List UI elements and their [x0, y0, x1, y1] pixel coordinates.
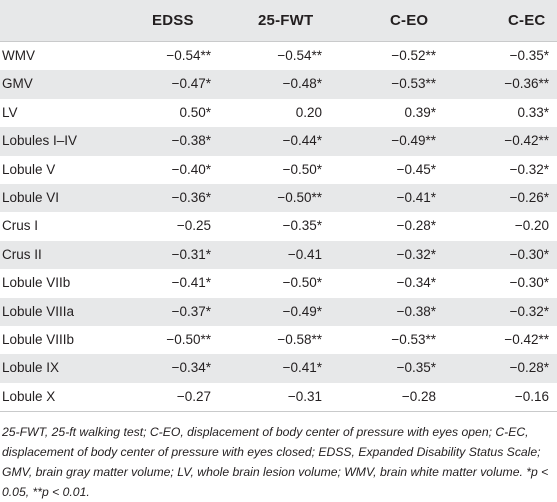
table-cell: −0.36*	[171, 189, 211, 205]
row-label: GMV	[2, 76, 33, 92]
table-cell: −0.54**	[166, 48, 211, 63]
row-label: Crus I	[2, 218, 39, 234]
row-label: Lobule X	[2, 388, 56, 404]
table-cell: −0.37*	[171, 303, 211, 319]
table-cell: −0.53**	[391, 76, 436, 92]
table-cell: 0.20	[295, 104, 322, 120]
row-label: LV	[2, 104, 18, 120]
column-header-25fwt: 25-FWT	[258, 12, 314, 29]
table-cell: −0.42**	[504, 331, 549, 347]
column-header-cec: C-EC	[508, 12, 546, 29]
table-cell: −0.47*	[171, 76, 211, 92]
table-cell: −0.28*	[509, 360, 549, 376]
table-cell: −0.49**	[391, 133, 436, 149]
table-cell: −0.36**	[504, 76, 549, 92]
table-cell: −0.25	[176, 218, 211, 234]
table-cell: −0.52**	[391, 48, 436, 63]
table-footnote: 25-FWT, 25-ft walking test; C-EO, displa…	[2, 425, 549, 500]
row-label: Lobule V	[2, 161, 56, 177]
table-cell: −0.48*	[282, 76, 322, 92]
table-row: Lobule VIIIb −0.50** −0.58** −0.53** −0.42**	[0, 326, 557, 354]
table-row: Lobule V −0.40* −0.50* −0.45* −0.32*	[0, 156, 557, 184]
table-row: Lobule VIIIa −0.37* −0.49* −0.38* −0.32*	[0, 297, 557, 326]
table-row: Crus I −0.25 −0.35* −0.28* −0.20	[0, 212, 557, 240]
table-cell: −0.50**	[166, 331, 211, 347]
table-cell: −0.40*	[171, 161, 211, 177]
table-row: Lobule VI −0.36* −0.50** −0.41* −0.26*	[0, 183, 557, 213]
table-cell: −0.41*	[171, 275, 211, 291]
table-cell: 0.39*	[404, 104, 436, 120]
table-row: Lobule X −0.27 −0.31 −0.28 −0.16	[0, 383, 557, 411]
row-label: WMV	[2, 48, 35, 63]
table-cell: −0.32*	[509, 303, 549, 319]
table-cell: −0.32*	[509, 161, 549, 177]
table-cell: −0.41*	[282, 360, 322, 376]
table-cell: 0.50*	[179, 104, 211, 120]
table-cell: −0.54**	[277, 48, 322, 63]
table-row: Crus II −0.31* −0.41 −0.32* −0.30*	[0, 240, 557, 270]
table-cell: −0.35*	[509, 48, 549, 63]
table-row: LV 0.50* 0.20 0.39* 0.33*	[0, 99, 557, 127]
correlation-table: EDSS 25-FWT C-EO C-EC WMV −0.54** −0.54** −…	[0, 0, 557, 413]
table-row: GMV −0.47* −0.48* −0.53** −0.36**	[0, 70, 557, 99]
table-cell: −0.35*	[396, 360, 436, 376]
table-cell: 0.33*	[517, 104, 549, 120]
table-cell: −0.38*	[396, 303, 436, 319]
table-cell: −0.41	[287, 246, 322, 262]
table-cell: −0.26*	[509, 189, 549, 205]
table-cell: −0.53**	[391, 331, 436, 347]
row-label: Lobule VIIIa	[2, 303, 75, 319]
table-row: WMV −0.54** −0.54** −0.52** −0.35*	[0, 42, 557, 70]
table-cell: −0.35*	[282, 218, 322, 234]
table-row: Lobules I–IV −0.38* −0.44* −0.49** −0.42**	[0, 127, 557, 156]
column-header-edss: EDSS	[152, 12, 194, 29]
table-cell: −0.28*	[396, 218, 436, 234]
table-cell: −0.50**	[277, 189, 322, 205]
table-cell: −0.30*	[509, 275, 549, 291]
column-header-ceo: C-EO	[390, 12, 429, 29]
row-label: Lobule VIIIb	[2, 331, 75, 347]
table-cell: −0.31*	[171, 246, 211, 262]
table-cell: −0.42**	[504, 133, 549, 149]
table-cell: −0.31	[287, 388, 322, 404]
table-cell: −0.38*	[171, 133, 211, 149]
table-header-row: EDSS 25-FWT C-EO C-EC	[0, 0, 557, 42]
table-cell: −0.30*	[509, 246, 549, 262]
row-label: Lobule VIIb	[2, 275, 71, 291]
table-row: Lobule VIIb −0.41* −0.50* −0.34* −0.30*	[0, 269, 557, 297]
table-cell: −0.41*	[396, 189, 436, 205]
table-cell: −0.58**	[277, 331, 322, 347]
table-cell: −0.50*	[282, 275, 322, 291]
table-cell: −0.20	[514, 218, 549, 234]
table-row: Lobule IX −0.34* −0.41* −0.35* −0.28*	[0, 354, 557, 383]
table-body: WMV −0.54** −0.54** −0.52** −0.35* GMV −0.47* −…	[0, 42, 557, 411]
table-cell: −0.34*	[396, 275, 436, 291]
table-cell: −0.28	[401, 388, 436, 404]
table-cell: −0.45*	[396, 161, 436, 177]
table-cell: −0.27	[176, 388, 211, 404]
row-label: Lobule VI	[2, 189, 60, 205]
row-label: Crus II	[2, 246, 42, 262]
table-cell: −0.44*	[282, 133, 322, 149]
row-label: Lobule IX	[2, 360, 60, 376]
row-label: Lobules I–IV	[2, 133, 78, 149]
table-cell: −0.16	[514, 388, 549, 404]
table-cell: −0.34*	[171, 360, 211, 376]
table-bottom-rule	[0, 411, 557, 413]
table-cell: −0.49*	[282, 303, 322, 319]
table-cell: −0.32*	[396, 246, 436, 262]
table-cell: −0.50*	[282, 161, 322, 177]
